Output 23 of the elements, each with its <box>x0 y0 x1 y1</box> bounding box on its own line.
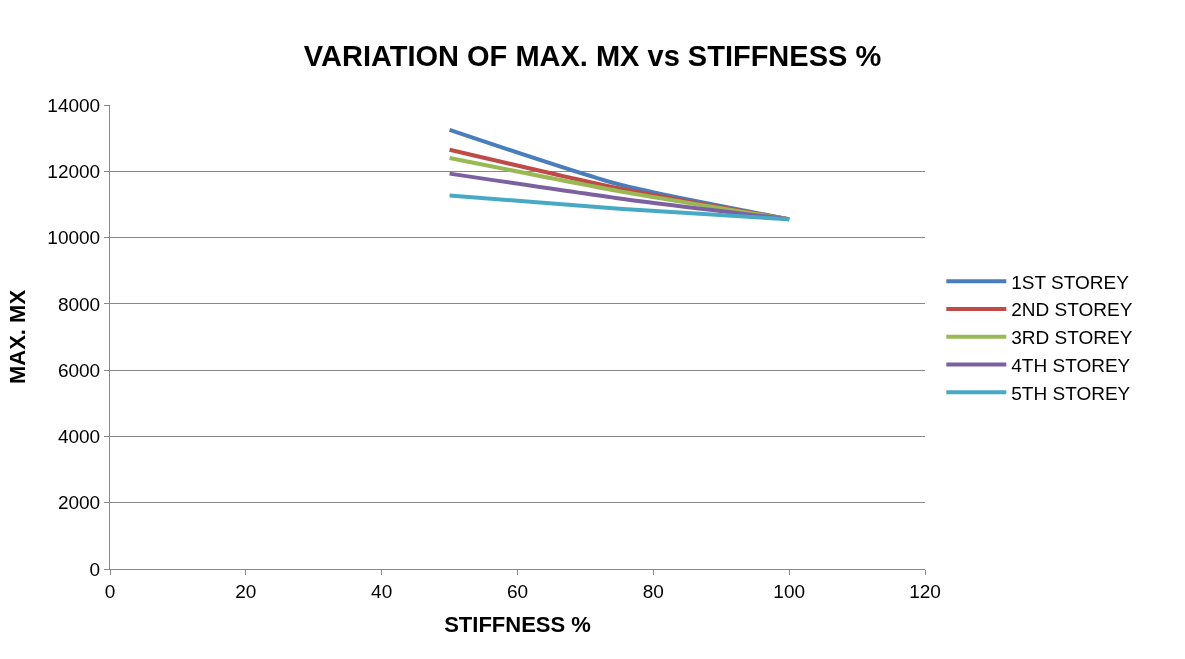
x-tick-label: 60 <box>506 580 529 602</box>
legend-label: 3RD STOREY <box>1011 327 1133 349</box>
legend-label: 2ND STOREY <box>1011 299 1133 321</box>
y-tick-label: 8000 <box>57 293 101 315</box>
x-tick-label: 20 <box>235 580 257 602</box>
y-tick-label: 10000 <box>47 227 101 249</box>
x-tick-label: 0 <box>104 580 116 602</box>
y-axis-title: MAX. MX <box>5 289 31 385</box>
y-tick-label: 12000 <box>47 160 101 182</box>
x-axis-title: STIFFNESS % <box>444 611 591 637</box>
legend-label: 4TH STOREY <box>1011 354 1131 376</box>
legend-label: 1ST STOREY <box>1011 271 1130 293</box>
x-tick-label: 100 <box>773 580 806 602</box>
x-tick-label: 40 <box>371 580 393 602</box>
x-tick-label: 120 <box>909 580 941 602</box>
legend-label: 5TH STOREY <box>1011 382 1131 404</box>
y-tick-label: 0 <box>89 558 101 580</box>
y-tick-label: 6000 <box>57 359 101 381</box>
y-tick-label: 2000 <box>57 492 101 514</box>
x-tick-label: 80 <box>642 580 664 602</box>
y-tick-label: 14000 <box>47 94 101 116</box>
y-tick-label: 4000 <box>57 426 101 448</box>
chart-title: VARIATION OF MAX. MX vs STIFFNESS % <box>303 40 882 73</box>
